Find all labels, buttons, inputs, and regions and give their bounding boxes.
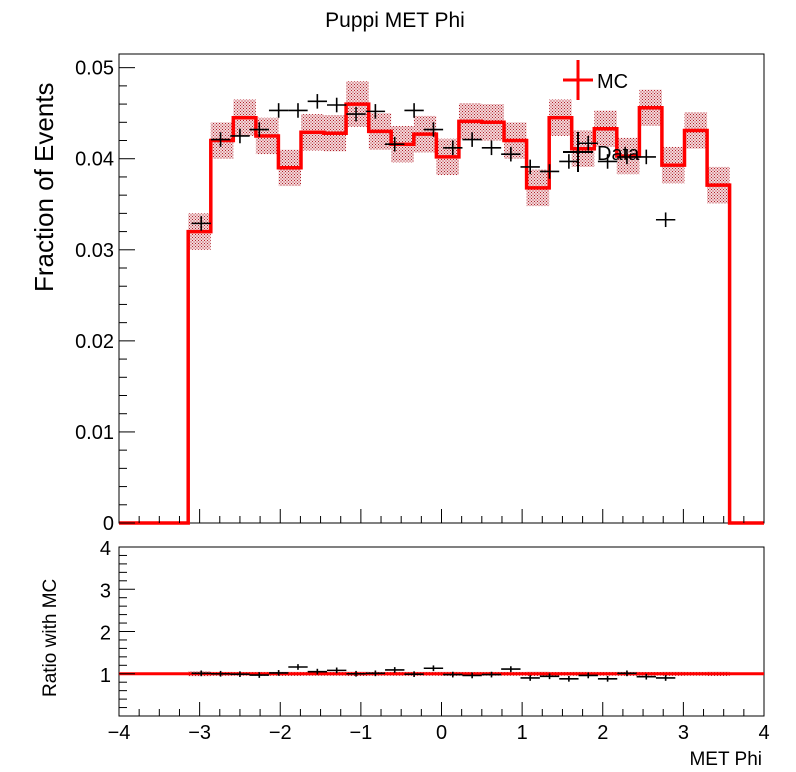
mc-step-line	[119, 102, 764, 525]
data-point-23	[636, 149, 656, 165]
ratio-y-tick-label: 3	[100, 580, 111, 602]
main-y-tick-label: 0.03	[75, 240, 114, 262]
ratio-point-17	[520, 675, 540, 681]
ratio-x-tick-label: −1	[349, 722, 372, 744]
ratio-x-tick-label: 3	[678, 722, 689, 744]
data-point-6	[307, 94, 328, 109]
main-y-tick-label: 0.02	[75, 331, 114, 353]
data-point-9	[365, 104, 386, 119]
data-point-12	[423, 122, 444, 137]
ratio-plot-frame	[118, 546, 765, 717]
ratio-point-13	[443, 671, 463, 678]
ratio-plot-panel: 1 2 3 4 −4 −3 −2 −1 0 1 2 3 4 Ratio with MC MET Phi	[40, 538, 770, 770]
ratio-y-tick-label: 4	[100, 538, 111, 560]
main-y-tick-label: 0.01	[75, 422, 114, 444]
ratio-x-tick-label: −3	[188, 722, 211, 744]
ratio-point-6	[307, 668, 328, 675]
data-point-4	[268, 103, 289, 118]
ratio-point-14	[462, 672, 482, 679]
data-point-5	[288, 103, 308, 118]
data-point-10	[385, 136, 405, 152]
ratio-point-12	[423, 665, 444, 672]
ratio-point-5	[288, 664, 308, 670]
ratio-point-8	[346, 670, 366, 677]
ratio-point-16	[501, 666, 521, 672]
data-point-2	[230, 128, 250, 144]
ratio-x-tick-label: 0	[436, 722, 447, 744]
ratio-y-tick-label: 1	[100, 665, 111, 687]
ratio-point-1	[210, 670, 231, 677]
data-point-13	[443, 140, 463, 156]
data-point-15	[481, 140, 502, 156]
legend-data-label: Data	[597, 143, 640, 165]
ratio-points	[191, 664, 676, 682]
main-y-axis: 0 0.01 0.02 0.03 0.04 0.05	[75, 58, 135, 535]
mc-histogram	[119, 102, 764, 525]
data-point-17	[520, 159, 540, 175]
ratio-point-9	[365, 670, 386, 677]
ratio-point-20	[578, 672, 598, 679]
ratio-y-axis-title: Ratio with MC	[40, 579, 61, 697]
ratio-point-22	[617, 670, 637, 677]
main-y-tick-label: 0.04	[75, 149, 114, 171]
data-point-16	[501, 146, 521, 162]
data-points	[191, 94, 676, 231]
ratio-point-0	[191, 670, 211, 677]
data-point-14	[462, 132, 482, 147]
main-y-tick-label: 0	[103, 513, 114, 535]
ratio-point-24	[655, 675, 676, 681]
main-x-axis	[118, 509, 765, 523]
ratio-y-tick-label: 2	[100, 623, 111, 645]
data-point-0	[191, 216, 211, 231]
ratio-point-11	[404, 671, 424, 678]
ratio-x-tick-label: 4	[758, 722, 769, 744]
ratio-point-19	[559, 675, 579, 682]
data-point-1	[210, 132, 231, 147]
data-point-18	[539, 164, 560, 179]
data-point-22	[617, 149, 637, 165]
legend: MC Data	[563, 60, 640, 172]
chart-title: Puppi MET Phi	[325, 9, 465, 32]
main-y-axis-title: Fraction of Events	[29, 82, 59, 292]
data-point-20	[578, 135, 598, 151]
legend-mc-label: MC	[597, 71, 628, 93]
ratio-point-23	[636, 673, 656, 680]
legend-entry-mc: MC	[563, 60, 628, 100]
ratio-x-tick-label: −2	[269, 722, 292, 744]
data-point-11	[404, 103, 424, 118]
legend-entry-data: Data	[563, 132, 640, 172]
mc-uncertainty-band	[188, 81, 730, 250]
main-y-tick-label: 0.05	[75, 58, 114, 80]
ratio-point-3	[249, 672, 269, 678]
ratio-point-21	[597, 675, 618, 682]
data-point-3	[249, 122, 269, 137]
data-point-8	[346, 106, 366, 122]
data-point-21	[597, 154, 618, 169]
ratio-point-10	[385, 667, 405, 673]
ratio-point-15	[481, 671, 502, 678]
ratio-point-18	[539, 673, 560, 680]
ratio-x-axis-title: MET Phi	[689, 749, 762, 770]
ratio-x-tick-label: 1	[517, 722, 528, 744]
ratio-y-axis: 1 2 3 4	[100, 538, 135, 709]
ratio-x-tick-label: 2	[597, 722, 608, 744]
ratio-x-tick-label: −4	[108, 722, 131, 744]
ratio-point-7	[327, 667, 347, 674]
ratio-point-2	[230, 671, 250, 678]
ratio-x-axis: −4 −3 −2 −1 0 1 2 3 4	[108, 702, 770, 744]
data-point-19	[559, 154, 579, 169]
main-plot-panel: 0 0.01 0.02 0.03 0.04 0.05 Fraction of Events…	[29, 53, 765, 535]
ratio-point-4	[268, 670, 289, 676]
data-point-7	[327, 97, 347, 113]
data-point-24	[655, 212, 676, 228]
